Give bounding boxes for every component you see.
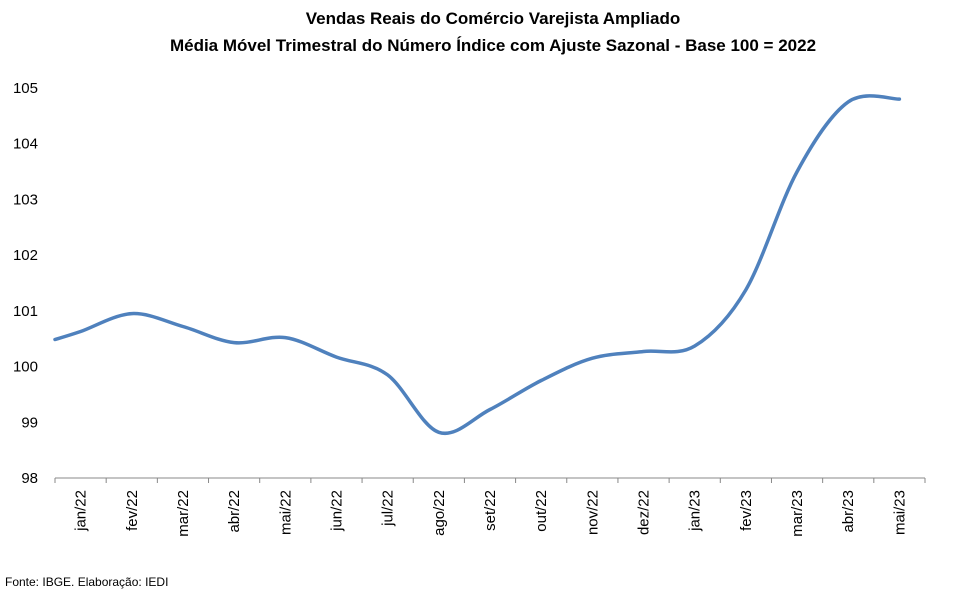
x-tick-label: jul/22 <box>380 490 397 527</box>
x-tick-label: mar/22 <box>175 490 192 537</box>
x-tick-label: mai/23 <box>891 490 908 535</box>
y-tick-label: 102 <box>13 247 38 264</box>
source-note: Fonte: IBGE. Elaboração: IEDI <box>5 575 168 589</box>
x-tick-label: mar/23 <box>789 490 806 537</box>
x-tick-label: ago/22 <box>431 490 448 536</box>
y-tick-label: 100 <box>13 359 38 376</box>
series-line <box>53 94 902 436</box>
x-tick-label: fev/22 <box>124 490 141 531</box>
y-tick-label: 99 <box>21 414 38 431</box>
chart-subtitle: Média Móvel Trimestral do Número Índice … <box>170 36 816 55</box>
x-tick-label: abr/22 <box>226 490 243 533</box>
x-tick-label: dez/22 <box>636 490 653 535</box>
y-tick-label: 98 <box>21 470 38 487</box>
x-tick-label: set/22 <box>482 490 499 531</box>
y-tick-label: 105 <box>13 80 38 97</box>
chart-title: Vendas Reais do Comércio Varejista Ampli… <box>306 9 680 28</box>
y-tick-label: 103 <box>13 191 38 208</box>
x-tick-label: nov/22 <box>584 490 601 535</box>
y-tick-label: 104 <box>13 136 38 153</box>
x-tick-label: fev/23 <box>738 490 755 531</box>
x-tick-label: jan/22 <box>73 490 90 532</box>
x-tick-label: out/22 <box>533 490 550 532</box>
x-tick-label: abr/23 <box>840 490 857 533</box>
x-axis: jan/22 fev/22 mar/22 abr/22 mai/22 jun/22 jul/… <box>54 478 926 537</box>
y-axis: 98 99 100 101 102 103 104 105 <box>13 80 38 487</box>
x-tick-label: mai/22 <box>277 490 294 535</box>
y-tick-label: 101 <box>13 303 38 320</box>
x-tick-label: jun/22 <box>328 490 345 532</box>
x-tick-label: jan/23 <box>687 490 704 532</box>
